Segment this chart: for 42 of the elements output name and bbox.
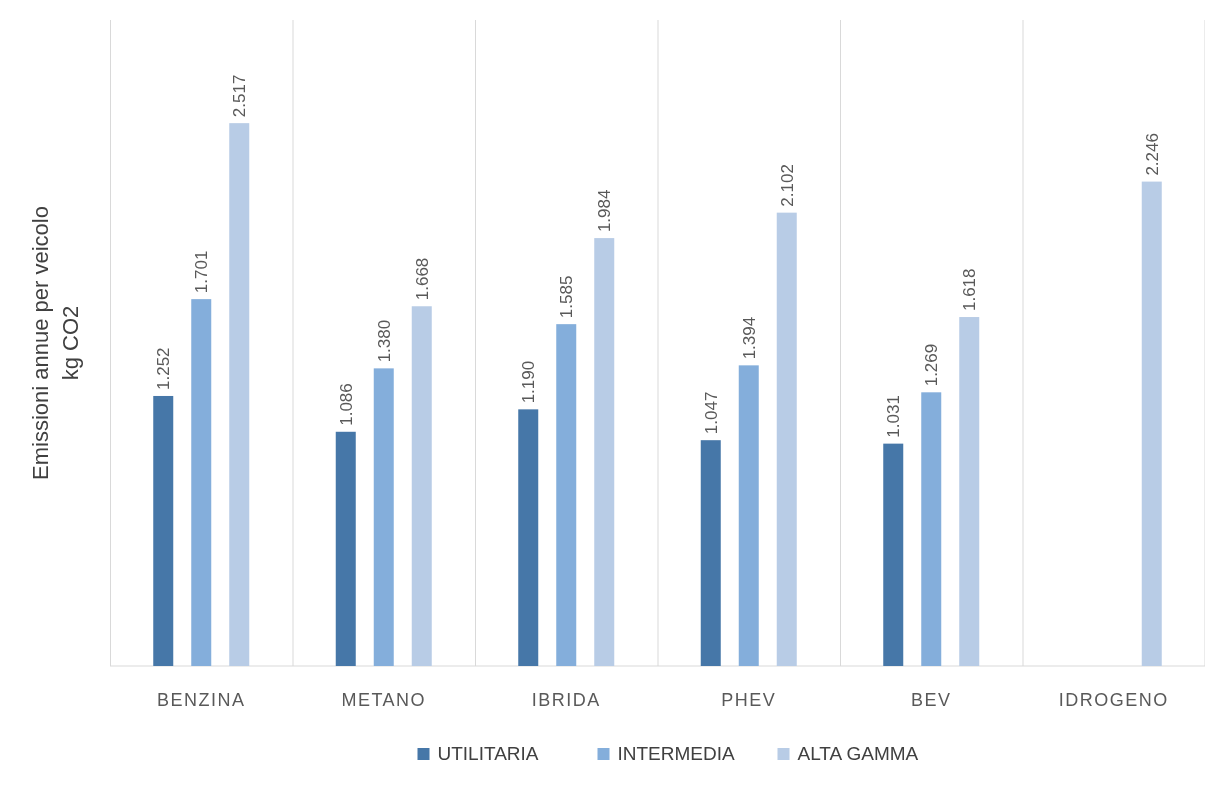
bar — [411, 306, 432, 666]
bar — [776, 212, 797, 666]
x-tick-label: PHEV — [721, 690, 777, 710]
data-label: 2.102 — [777, 164, 797, 207]
bar — [191, 299, 212, 666]
bar — [883, 443, 904, 666]
data-label: 1.047 — [701, 391, 721, 435]
data-label: 1.618 — [960, 268, 980, 312]
bar — [959, 317, 980, 666]
data-label: 1.252 — [154, 347, 174, 390]
bar — [153, 395, 174, 666]
data-label: 1.394 — [739, 316, 759, 360]
bar — [229, 123, 250, 666]
data-label: 1.031 — [884, 395, 904, 438]
data-label: 1.668 — [412, 257, 432, 301]
data-label: 1.086 — [336, 383, 356, 426]
data-label: 1.190 — [519, 360, 539, 404]
y-axis-title: Emissioni annue per veicolo kg CO2 — [28, 206, 83, 480]
bar — [738, 365, 759, 666]
bar — [921, 392, 942, 666]
bar — [518, 409, 539, 666]
data-label: 2.246 — [1142, 133, 1162, 176]
bar — [1141, 181, 1162, 666]
bar — [556, 324, 577, 666]
x-tick-label: BENZINA — [156, 690, 246, 710]
legend-label: ALTA GAMMA — [797, 743, 919, 764]
data-label: 1.701 — [192, 250, 212, 294]
legend-label: INTERMEDIA — [617, 743, 735, 764]
bar — [594, 238, 615, 666]
data-label: 2.517 — [230, 74, 250, 118]
bar — [700, 440, 721, 666]
x-tick-label: IDROGENO — [1058, 690, 1169, 710]
x-tick-label: IBRIDA — [531, 690, 601, 710]
bar — [373, 368, 394, 666]
data-label: 1.380 — [374, 319, 394, 363]
bar — [335, 431, 356, 666]
data-label: 1.984 — [595, 189, 615, 233]
x-tick-label: METANO — [341, 690, 427, 710]
data-label: 1.585 — [557, 275, 577, 319]
x-tick-label: BEV — [910, 690, 952, 710]
data-label: 1.269 — [922, 343, 942, 387]
legend-label: UTILITARIA — [437, 743, 539, 764]
